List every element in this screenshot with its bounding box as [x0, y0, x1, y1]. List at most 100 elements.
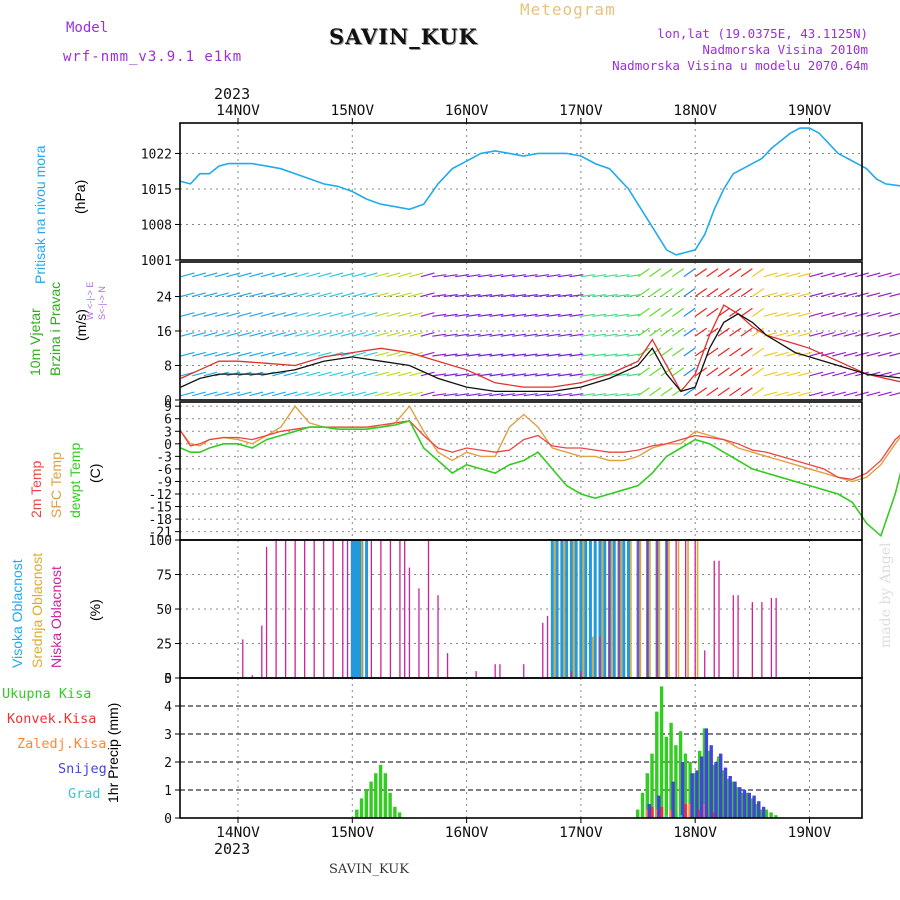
panel-bg: [180, 123, 862, 260]
wind-barb: [340, 332, 355, 337]
wind-barb: [866, 351, 881, 357]
wind-barb: [877, 312, 892, 317]
ytick-label: 1: [164, 784, 172, 799]
wind-barb: [397, 371, 412, 377]
wind-barb: [889, 372, 900, 377]
wind-barb: [546, 313, 561, 317]
wind-barb: [226, 312, 241, 317]
precip-bar: [698, 750, 702, 818]
wind-barb: [626, 274, 641, 278]
wind-barb: [809, 332, 824, 337]
wind-gust-line: [180, 304, 900, 393]
wind-barb: [375, 272, 389, 278]
wind-barb: [283, 312, 298, 317]
day-label-bottom: 18NOV: [673, 825, 717, 841]
wind-barb: [740, 387, 753, 397]
precip-bar: [721, 770, 726, 818]
wind-barb: [569, 274, 584, 278]
wind-barb: [889, 392, 900, 397]
wind-barb: [226, 351, 241, 357]
wind-barb: [420, 391, 435, 397]
wind-barb: [512, 393, 527, 397]
wind-barb: [466, 373, 481, 377]
precip-bar: [650, 806, 654, 818]
wind-barb: [557, 333, 572, 337]
wind-barb: [512, 353, 527, 357]
wind-barb: [352, 292, 366, 298]
wind-barb: [386, 332, 401, 337]
precip-bar: [364, 790, 368, 818]
wind-barb: [557, 373, 572, 377]
legend-freezing: Zaledj.Kisa: [17, 736, 107, 752]
wind-barb: [294, 351, 309, 357]
wind-barb: [763, 391, 778, 397]
precip-bar: [719, 753, 723, 818]
precip-bar: [764, 809, 768, 818]
wind-barb: [535, 393, 550, 397]
wind-barb: [375, 332, 389, 337]
wind-barb: [420, 351, 435, 357]
wind-barb: [809, 391, 824, 397]
wind-barb: [180, 312, 195, 317]
wind-barb: [615, 333, 630, 337]
ytick-label: 1008: [141, 218, 172, 233]
precip-bar: [636, 809, 640, 818]
wind-barb: [306, 391, 321, 397]
wind-barb: [843, 292, 858, 298]
wind-barb: [294, 332, 309, 337]
precip-bar: [695, 770, 699, 818]
ytick-label: 4: [164, 700, 172, 715]
day-label-top: 19NOV: [788, 103, 832, 119]
wind-barb: [546, 393, 561, 397]
wind-barb: [294, 371, 309, 377]
wind-barb: [797, 272, 812, 278]
ytick-label: 1015: [141, 183, 172, 198]
wind-barb: [603, 274, 618, 278]
precip-bar: [369, 781, 373, 818]
wind-barb: [386, 312, 401, 317]
wind-barb: [797, 332, 812, 337]
day-label-top: 18NOV: [673, 103, 717, 119]
wind-barb: [512, 294, 527, 298]
wind-barb: [569, 313, 584, 317]
wind-barb: [637, 307, 650, 317]
wind-barb: [237, 292, 252, 298]
wind-barb: [523, 393, 538, 397]
wind-barb: [797, 351, 812, 357]
wind-barb: [375, 312, 389, 317]
wind-barb: [489, 274, 504, 278]
wind-barb: [649, 307, 662, 317]
wind-barb: [752, 307, 765, 317]
wind-barb: [386, 371, 401, 377]
ytick-label: 100: [149, 534, 172, 549]
wind-barb: [729, 347, 742, 357]
wind-barb: [500, 274, 515, 278]
wind-barb: [557, 274, 572, 278]
dewpoint-line: [180, 419, 900, 538]
wind-barb: [889, 293, 900, 298]
precip-bar: [702, 728, 707, 818]
wind-barb: [409, 272, 424, 278]
wind-barb: [489, 294, 504, 298]
wind-barb: [603, 294, 618, 298]
wind-barb: [603, 353, 618, 357]
ytick-label: 0: [164, 438, 172, 453]
wind-barb: [214, 351, 229, 357]
wind-barb: [683, 367, 696, 377]
wind-barb: [637, 327, 650, 337]
wind-barb: [717, 347, 730, 357]
wind-barb: [763, 312, 778, 317]
precip-bar: [645, 773, 649, 818]
wind-barb: [889, 312, 900, 317]
ytick-label: 6: [164, 413, 172, 428]
wind-barb: [329, 292, 344, 298]
precip-bar: [707, 750, 711, 818]
year-bottom: 2023: [214, 840, 250, 858]
precip-bar: [726, 778, 730, 818]
wind-barb: [866, 272, 881, 278]
wind-barb: [740, 307, 753, 317]
wind-barb: [420, 272, 435, 278]
wind-barb: [317, 371, 332, 377]
wind-barb: [283, 351, 298, 357]
wind-barb: [363, 312, 378, 317]
